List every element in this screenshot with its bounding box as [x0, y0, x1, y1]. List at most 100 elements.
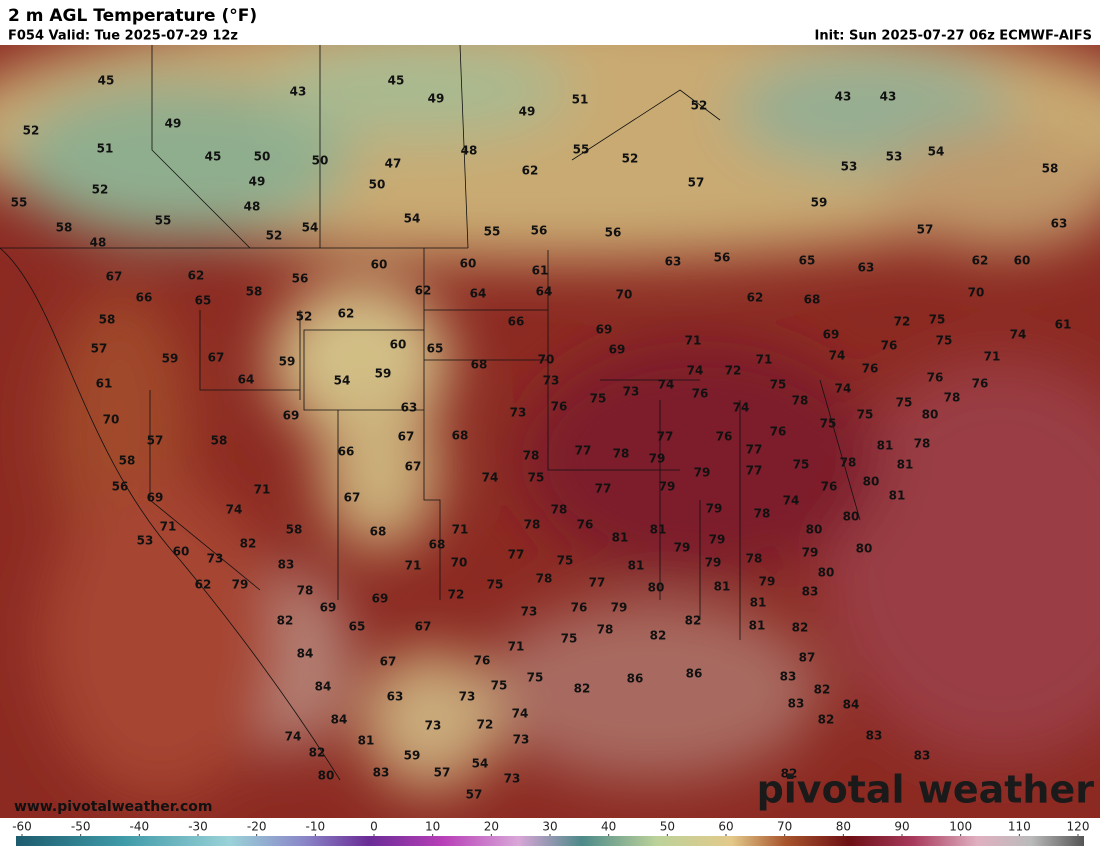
temperature-label: 81	[750, 596, 767, 610]
temperature-label: 86	[627, 672, 644, 686]
temperature-label: 48	[461, 144, 478, 158]
temperature-label: 67	[380, 655, 397, 669]
temperature-label: 83	[802, 585, 819, 599]
temperature-label: 77	[657, 430, 674, 444]
temperature-label: 68	[452, 429, 469, 443]
temperature-label: 76	[571, 601, 588, 615]
temperature-label: 81	[628, 559, 645, 573]
temperature-label: 52	[622, 152, 639, 166]
temperature-label: 84	[315, 680, 332, 694]
valid-time: F054 Valid: Tue 2025-07-29 12z	[8, 29, 238, 44]
temperature-label: 76	[927, 371, 944, 385]
colorbar-tick-label: -20	[247, 820, 267, 834]
temperature-label: 67	[405, 460, 422, 474]
temperature-label: 69	[823, 328, 840, 342]
temperature-label: 59	[811, 196, 828, 210]
temperature-label: 64	[470, 287, 487, 301]
temperature-label: 78	[746, 552, 763, 566]
temperature-label: 78	[551, 503, 568, 517]
temperature-label: 69	[596, 323, 613, 337]
temperature-label: 79	[759, 575, 776, 589]
temperature-label: 58	[286, 523, 303, 537]
temperature-label: 61	[1055, 318, 1072, 332]
temperature-label: 75	[491, 679, 508, 693]
temperature-label: 75	[487, 578, 504, 592]
colorbar-tick-label: -60	[12, 820, 32, 834]
temperature-label: 65	[195, 294, 212, 308]
temperature-label: 68	[804, 293, 821, 307]
temperature-label: 84	[843, 698, 860, 712]
temperature-label: 45	[388, 74, 405, 88]
temperature-label: 82	[240, 537, 257, 551]
colorbar-tick-label: 70	[777, 820, 792, 834]
temperature-label: 54	[472, 757, 489, 771]
temperature-label: 79	[659, 480, 676, 494]
temperature-label: 60	[371, 258, 388, 272]
temperature-label: 80	[318, 769, 335, 783]
temperature-label: 62	[522, 164, 539, 178]
temperature-label: 87	[799, 651, 816, 665]
temperature-label: 81	[358, 734, 375, 748]
temperature-label: 51	[572, 93, 589, 107]
temperature-label: 81	[749, 619, 766, 633]
temperature-label: 72	[477, 718, 494, 732]
temperature-label: 68	[471, 358, 488, 372]
map-background	[0, 45, 1100, 818]
temperature-label: 74	[733, 401, 750, 415]
temperature-label: 78	[792, 394, 809, 408]
temperature-label: 74	[783, 494, 800, 508]
temperature-label: 67	[208, 351, 225, 365]
temperature-label: 75	[770, 378, 787, 392]
temperature-label: 69	[372, 592, 389, 606]
temperature-label: 57	[434, 766, 451, 780]
temperature-label: 76	[692, 387, 709, 401]
temperature-label: 73	[425, 719, 442, 733]
temperature-label: 79	[706, 502, 723, 516]
temperature-label: 78	[536, 572, 553, 586]
header-bar	[0, 0, 1100, 45]
temperature-label: 49	[519, 105, 536, 119]
temperature-label: 62	[195, 578, 212, 592]
temperature-label: 51	[97, 142, 114, 156]
temperature-label: 64	[238, 373, 255, 387]
temperature-labels: 45 43 45 49 49 51 52 43 43 52 49 51 45 50 50 47 48 55 52 53…	[11, 74, 1072, 802]
temperature-label: 86	[686, 667, 703, 681]
temperature-label: 63	[387, 690, 404, 704]
temperature-label: 60	[390, 338, 407, 352]
temperature-label: 72	[448, 588, 465, 602]
temperature-label: 71	[254, 483, 271, 497]
borders	[0, 45, 861, 781]
temperature-label: 75	[561, 632, 578, 646]
temperature-label: 63	[1051, 217, 1068, 231]
temperature-label: 52	[92, 183, 109, 197]
temperature-label: 43	[880, 90, 897, 104]
temperature-label: 47	[385, 157, 402, 171]
temperature-label: 52	[691, 99, 708, 113]
temperature-label: 49	[428, 92, 445, 106]
temperature-label: 61	[96, 377, 113, 391]
temperature-label: 56	[605, 226, 622, 240]
temperature-label: 71	[405, 559, 422, 573]
temperature-label: 77	[589, 576, 606, 590]
temperature-label: 78	[613, 447, 630, 461]
temperature-label: 63	[858, 261, 875, 275]
temperature-label: 79	[232, 578, 249, 592]
temperature-label: 70	[538, 353, 555, 367]
colorbar-tick-label: 80	[836, 820, 851, 834]
temperature-label: 80	[818, 566, 835, 580]
temperature-label: 67	[415, 620, 432, 634]
colorbar-tick-label: 60	[718, 820, 733, 834]
temperature-label: 56	[531, 224, 548, 238]
temperature-label: 80	[843, 510, 860, 524]
temperature-label: 68	[370, 525, 387, 539]
temperature-label: 69	[283, 409, 300, 423]
temperature-label: 69	[320, 601, 337, 615]
temperature-label: 78	[754, 507, 771, 521]
watermark-brand: pivotal weather	[757, 768, 1095, 812]
temperature-label: 75	[527, 671, 544, 685]
temperature-label: 73	[510, 406, 527, 420]
temperature-label: 80	[863, 475, 880, 489]
temperature-label: 57	[466, 788, 483, 802]
temperature-label: 78	[597, 623, 614, 637]
